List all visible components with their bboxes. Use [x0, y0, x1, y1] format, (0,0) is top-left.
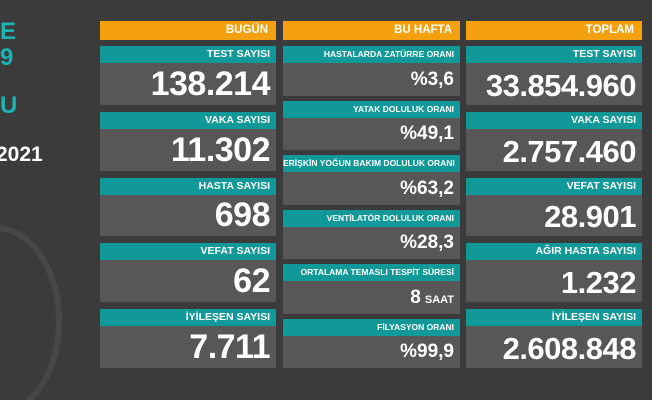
stat-label: HASTA SAYISI	[100, 177, 276, 195]
stat-cell: TEST SAYISI 138.214	[100, 46, 276, 105]
stat-cell: AĞIR HASTA SAYISI 1.232	[466, 243, 642, 303]
value-text: %99,9	[400, 341, 454, 362]
stat-label: ERİŞKİN YOĞUN BAKIM DOLULUK ORANI	[283, 155, 460, 172]
stat-cell: VAKA SAYISI 11.302	[100, 111, 276, 171]
emblem	[0, 225, 62, 400]
stat-cell: HASTA SAYISI 698	[100, 177, 276, 237]
stat-cell: TEST SAYISI 33.854.960	[466, 46, 642, 105]
column-header: TOPLAM	[466, 21, 642, 40]
side-text: E	[0, 18, 17, 45]
side-text: 2021	[0, 143, 43, 166]
stat-label: AĞIR HASTA SAYISI	[466, 243, 642, 261]
stat-cell: ORTALAMA TEMASLI TESPİT SÜRESİ 8 SAAT	[283, 264, 460, 314]
stat-cell: YATAK DOLULUK ORANI %49,1	[283, 100, 460, 150]
value-text: %3,6	[410, 68, 454, 90]
column-header: BUGÜN	[100, 21, 276, 40]
stat-value: 2.608.848	[502, 330, 637, 367]
stat-cell: ERİŞKİN YOĞUN BAKIM DOLULUK ORANI %63,2	[283, 155, 460, 205]
stat-value: 62	[233, 262, 270, 301]
value-text: 698	[214, 196, 271, 235]
stat-value: %99,9	[400, 341, 454, 363]
stat-value: %63,2	[400, 178, 454, 200]
stat-cell: VEFAT SAYISI 62	[100, 243, 276, 303]
stat-value: 698	[214, 196, 271, 235]
value-text: 11.302	[170, 130, 271, 169]
stat-label: İYİLEŞEN SAYISI	[466, 309, 642, 327]
side-text: 9	[0, 44, 14, 71]
stat-label: VEFAT SAYISI	[100, 243, 276, 261]
value-text: %63,2	[400, 177, 454, 199]
stat-label: HASTALARDA ZATÜRRE ORANI	[283, 46, 460, 63]
stat-value: 2.757.460	[502, 133, 637, 170]
stat-label: TEST SAYISI	[466, 46, 642, 63]
stat-value: 33.854.960	[485, 67, 637, 104]
stat-label: VENTİLATÖR DOLULUK ORANI	[283, 209, 460, 227]
stat-value: 7.711	[189, 328, 270, 367]
stat-value: %49,1	[400, 123, 454, 145]
value-text: 28.901	[544, 199, 636, 235]
value-text: 7.711	[189, 327, 270, 366]
stat-label: VEFAT SAYISI	[466, 177, 642, 195]
stat-cell: VENTİLATÖR DOLULUK ORANI %28,3	[283, 209, 460, 259]
stat-label: VAKA SAYISI	[466, 111, 642, 129]
stat-value: %3,6	[411, 69, 454, 91]
stat-cell: FİLYASYON ORANI %99,9	[283, 318, 460, 368]
stat-value: 1.232	[560, 265, 637, 301]
stat-label: FİLYASYON ORANI	[283, 318, 460, 336]
stat-label: YATAK DOLULUK ORANI	[283, 100, 460, 118]
column-header: BU HAFTA	[283, 21, 460, 40]
stat-value: 8 SAAT	[410, 287, 454, 309]
stat-value: 138.214	[150, 64, 271, 104]
stat-value: %28,3	[400, 232, 454, 254]
value-text: 8	[410, 286, 421, 308]
value-text: 62	[233, 262, 270, 301]
stat-label: VAKA SAYISI	[100, 111, 276, 129]
stat-cell: İYİLEŞEN SAYISI 2.608.848	[466, 309, 642, 368]
stat-value: 11.302	[170, 130, 271, 170]
stat-cell: HASTALARDA ZATÜRRE ORANI %3,6	[283, 46, 460, 96]
value-text: 138.214	[150, 64, 271, 103]
stat-cell: VEFAT SAYISI 28.901	[466, 177, 642, 237]
value-text: 33.854.960	[485, 67, 637, 103]
value-text: %49,1	[400, 123, 454, 144]
value-text: 2.757.460	[502, 133, 637, 169]
value-text: %28,3	[400, 232, 454, 253]
value-text: 2.608.848	[502, 330, 637, 366]
stat-cell: İYİLEŞEN SAYISI 7.711	[100, 309, 276, 368]
value-unit: SAAT	[424, 293, 454, 306]
stat-label: TEST SAYISI	[100, 46, 276, 63]
stat-value: 28.901	[544, 199, 636, 235]
stat-label: ORTALAMA TEMASLI TESPİT SÜRESİ	[283, 264, 460, 281]
stat-cell: VAKA SAYISI 2.757.460	[466, 111, 642, 171]
stat-label: İYİLEŞEN SAYISI	[100, 309, 276, 327]
value-text: 1.232	[560, 265, 637, 301]
side-text: U	[0, 92, 18, 119]
